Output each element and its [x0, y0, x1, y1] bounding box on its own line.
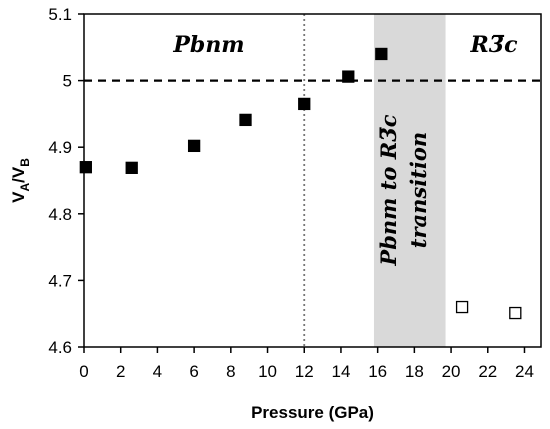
x-tick-label: 6 [189, 362, 198, 381]
transition-band [373, 14, 446, 347]
transition-label-line2: transition [406, 132, 431, 248]
reference-lines-layer [84, 14, 541, 347]
data-point-open [455, 300, 469, 314]
y-tick-label: 4.9 [48, 138, 72, 157]
y-tick-label: 4.8 [48, 205, 72, 224]
x-tick-label: 8 [226, 362, 235, 381]
data-point-open [509, 306, 522, 320]
data-point-filled [125, 161, 138, 174]
y-tick-label: 4.7 [48, 271, 72, 290]
data-points-layer [79, 47, 522, 320]
axes-layer: 0 2 4 6 8 10 12 14 16 18 20 22 244.64.74.84.955.1 [48, 5, 542, 381]
y-tick-label: 4.6 [48, 338, 72, 357]
x-tick-label: 2 [116, 362, 125, 381]
y-axis-title-v: V [9, 191, 28, 203]
x-tick-label: 0 [79, 362, 88, 381]
x-tick-label: 20 [442, 362, 461, 381]
plot-frame [83, 13, 542, 348]
y-axis-title: VA/VB [9, 158, 32, 203]
annotation-layer: Pbnm R3̅c Pbnm to R3̅c transition [172, 32, 518, 267]
transition-band-layer [373, 14, 446, 347]
y-axis-title-slash: /V [9, 166, 28, 183]
data-point-filled [239, 113, 252, 127]
x-axis-title: Pressure (GPa) [251, 403, 374, 422]
x-tick-label: 12 [295, 362, 314, 381]
y-axis-title-sub-a: A [18, 183, 32, 192]
r3c-phase-label: R3̅c [470, 32, 519, 58]
x-tick-label: 22 [478, 362, 497, 381]
data-point-filled [79, 161, 92, 174]
x-tick-label: 4 [153, 362, 162, 381]
data-point-filled [298, 97, 311, 111]
x-tick-label: 24 [515, 362, 534, 381]
data-point-filled [342, 70, 355, 83]
x-tick-label: 18 [405, 362, 424, 381]
pbnm-phase-label: Pbnm [172, 32, 244, 58]
data-point-filled [375, 47, 388, 61]
transition-label-line1: Pbnm to R3̅c [376, 114, 401, 266]
x-tick-label: 14 [331, 362, 350, 381]
x-tick-label: 16 [368, 362, 387, 381]
data-point-filled [187, 139, 201, 153]
x-tick-label: 10 [258, 362, 277, 381]
y-tick-label: 5 [63, 72, 72, 91]
y-axis-title-sub-b: B [18, 158, 32, 167]
y-tick-label: 5.1 [48, 5, 72, 24]
